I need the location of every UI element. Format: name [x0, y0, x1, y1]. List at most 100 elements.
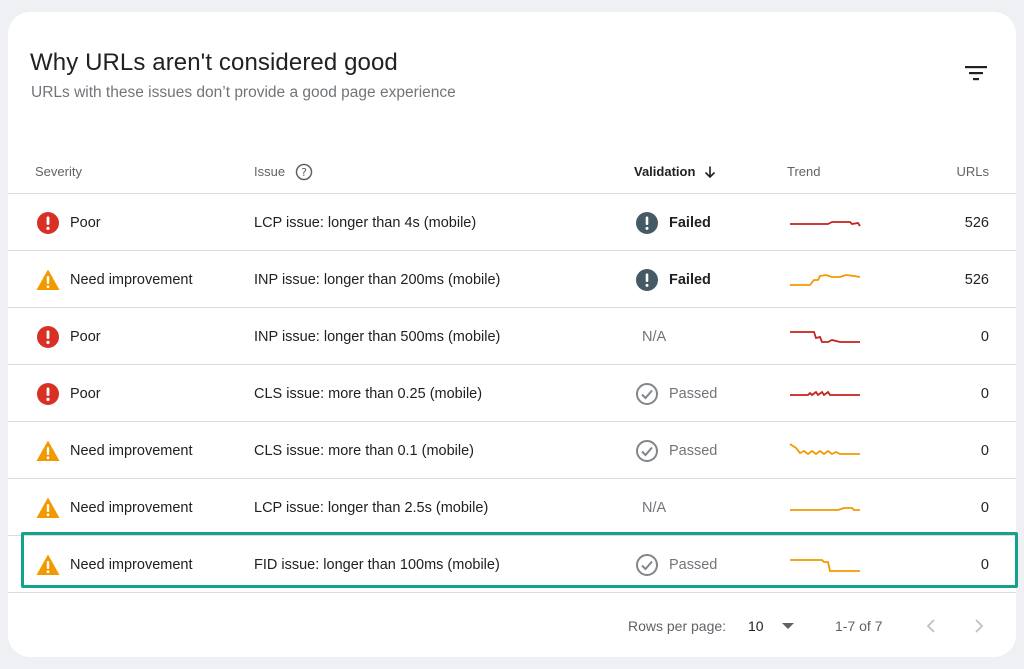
validation-cell: N/A — [635, 308, 666, 365]
urls-cell: 0 — [981, 308, 989, 365]
validation-status: N/A — [642, 328, 667, 345]
trend-sparkline — [790, 558, 860, 572]
error-icon — [36, 211, 60, 235]
trend-sparkline — [790, 330, 860, 343]
severity-label: Poor — [70, 214, 101, 231]
issue-label: LCP issue: longer than 4s (mobile) — [254, 214, 477, 231]
help-icon[interactable]: ? — [295, 163, 313, 181]
filter-icon[interactable] — [963, 62, 989, 84]
table-row[interactable]: Need improvement INP issue: longer than … — [8, 251, 1016, 308]
validation-cell: Failed — [635, 251, 711, 308]
card-title: Why URLs aren't considered good — [30, 49, 398, 76]
column-header-trend[interactable]: Trend — [787, 164, 821, 179]
validation-cell: Passed — [635, 422, 717, 479]
urls-cell: 0 — [981, 536, 989, 593]
severity-label: Need improvement — [70, 271, 193, 288]
warning-icon — [36, 439, 60, 463]
validation-status: N/A — [642, 499, 667, 516]
issue-cell: INP issue: longer than 200ms (mobile) — [254, 251, 500, 308]
trend-sparkline — [790, 273, 861, 286]
severity-label: Need improvement — [70, 556, 193, 573]
warning-icon — [36, 553, 60, 577]
table-footer: Rows per page: 10 1-7 of 7 — [8, 602, 1016, 657]
failed-icon — [635, 268, 659, 292]
rows-per-page-label: Rows per page: — [628, 618, 727, 634]
urls-cell: 526 — [965, 251, 989, 308]
arrow-down-icon — [703, 165, 717, 179]
severity-cell: Need improvement — [36, 536, 193, 593]
card-subtitle: URLs with these issues don’t provide a g… — [31, 84, 456, 101]
warning-icon — [36, 268, 60, 292]
issue-label: CLS issue: more than 0.1 (mobile) — [254, 442, 475, 459]
failed-icon — [635, 211, 659, 235]
trend-cell — [788, 422, 864, 479]
trend-sparkline — [790, 220, 861, 226]
prev-page-button[interactable] — [917, 612, 945, 640]
urls-count: 0 — [980, 385, 989, 402]
issue-cell: INP issue: longer than 500ms (mobile) — [254, 308, 500, 365]
severity-cell: Need improvement — [36, 422, 193, 479]
validation-status: Passed — [669, 442, 718, 459]
table-row[interactable]: Need improvement FID issue: longer than … — [8, 536, 1016, 593]
column-header-issue[interactable]: Issue ? — [254, 150, 313, 194]
trend-cell — [788, 479, 864, 536]
urls-count: 0 — [980, 556, 989, 573]
pagination-range: 1-7 of 7 — [835, 618, 883, 634]
trend-cell — [788, 194, 864, 251]
severity-label: Poor — [70, 328, 101, 345]
urls-cell: 526 — [965, 194, 989, 251]
severity-cell: Need improvement — [36, 251, 193, 308]
urls-count: 0 — [980, 499, 989, 516]
table-row[interactable]: Poor CLS issue: more than 0.25 (mobile) … — [8, 365, 1016, 422]
rows-per-page-select[interactable]: 10 — [748, 602, 794, 650]
validation-cell: N/A — [635, 479, 666, 536]
table-header: Severity Issue ? Validation Trend URLs — [8, 150, 1016, 194]
table-row[interactable]: Need improvement CLS issue: more than 0.… — [8, 422, 1016, 479]
issue-cell: CLS issue: more than 0.1 (mobile) — [254, 422, 474, 479]
validation-status: Failed — [669, 271, 711, 288]
issue-label: INP issue: longer than 200ms (mobile) — [254, 271, 501, 288]
error-icon — [36, 382, 60, 406]
check-circle-icon — [635, 382, 659, 406]
column-header-urls[interactable]: URLs — [956, 164, 989, 179]
trend-sparkline — [790, 506, 860, 511]
urls-count: 0 — [980, 328, 989, 345]
urls-cell: 0 — [981, 479, 989, 536]
table-row[interactable]: Poor INP issue: longer than 500ms (mobil… — [8, 308, 1016, 365]
trend-cell — [788, 251, 864, 308]
validation-cell: Failed — [635, 194, 711, 251]
column-header-validation[interactable]: Validation — [634, 150, 717, 194]
urls-count: 526 — [964, 214, 989, 231]
trend-cell — [788, 308, 864, 365]
urls-cell: 0 — [981, 422, 989, 479]
severity-label: Poor — [70, 385, 101, 402]
dropdown-caret-icon — [781, 622, 794, 630]
issue-label: CLS issue: more than 0.25 (mobile) — [254, 385, 483, 402]
validation-cell: Passed — [635, 365, 717, 422]
trend-cell — [788, 365, 864, 422]
svg-text:?: ? — [301, 166, 307, 179]
trend-cell — [788, 536, 864, 593]
validation-status: Passed — [669, 556, 718, 573]
issue-cell: FID issue: longer than 100ms (mobile) — [254, 536, 500, 593]
warning-icon — [36, 496, 60, 520]
next-page-button[interactable] — [965, 612, 993, 640]
trend-sparkline — [790, 390, 860, 396]
issue-label: INP issue: longer than 500ms (mobile) — [254, 328, 501, 345]
trend-sparkline — [789, 442, 860, 455]
issue-cell: CLS issue: more than 0.25 (mobile) — [254, 365, 482, 422]
table-row[interactable]: Need improvement LCP issue: longer than … — [8, 479, 1016, 536]
error-icon — [36, 325, 60, 349]
column-header-severity[interactable]: Severity — [35, 164, 82, 179]
issue-label: LCP issue: longer than 2.5s (mobile) — [254, 499, 489, 516]
severity-cell: Poor — [36, 365, 101, 422]
severity-label: Need improvement — [70, 442, 193, 459]
table-row[interactable]: Poor LCP issue: longer than 4s (mobile) … — [8, 194, 1016, 251]
severity-label: Need improvement — [70, 499, 193, 516]
check-circle-icon — [635, 553, 659, 577]
check-circle-icon — [635, 439, 659, 463]
issue-label: FID issue: longer than 100ms (mobile) — [254, 556, 500, 573]
issue-cell: LCP issue: longer than 4s (mobile) — [254, 194, 476, 251]
validation-status: Failed — [669, 214, 711, 231]
severity-cell: Poor — [36, 308, 101, 365]
